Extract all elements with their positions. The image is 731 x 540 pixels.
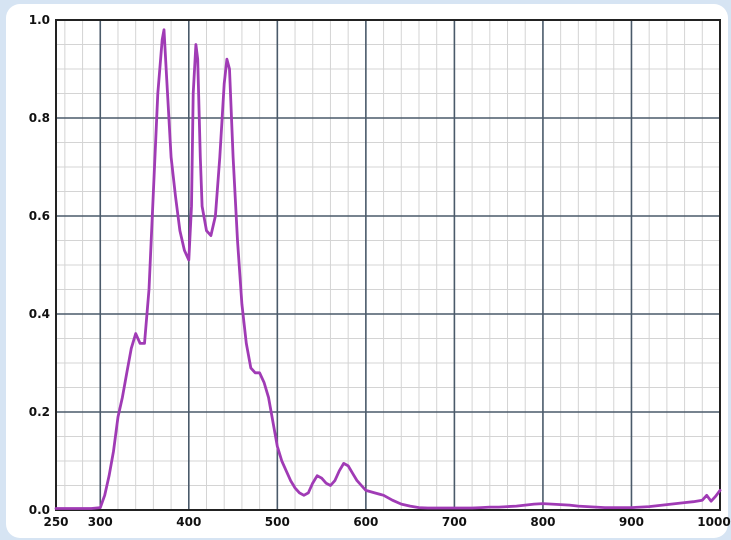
x-tick-label: 900 [619, 515, 644, 529]
x-tick-label: 1000 [697, 515, 730, 529]
x-tick-label: 400 [176, 515, 201, 529]
x-tick-label: 800 [530, 515, 555, 529]
plot-frame [55, 19, 721, 511]
x-tick-label: 700 [442, 515, 467, 529]
x-tick-label: 250 [43, 515, 68, 529]
y-tick-label: 0.2 [29, 405, 50, 419]
spectrum-line-0 [54, 28, 722, 510]
x-tick-label: 600 [353, 515, 378, 529]
y-tick-label: 0.6 [29, 209, 50, 223]
y-tick-label: 1.0 [29, 13, 50, 27]
y-tick-label: 0.4 [29, 307, 50, 321]
x-tick-label: 300 [88, 515, 113, 529]
y-tick-label: 0.0 [29, 503, 50, 517]
x-tick-label: 500 [265, 515, 290, 529]
y-tick-label: 0.8 [29, 111, 50, 125]
